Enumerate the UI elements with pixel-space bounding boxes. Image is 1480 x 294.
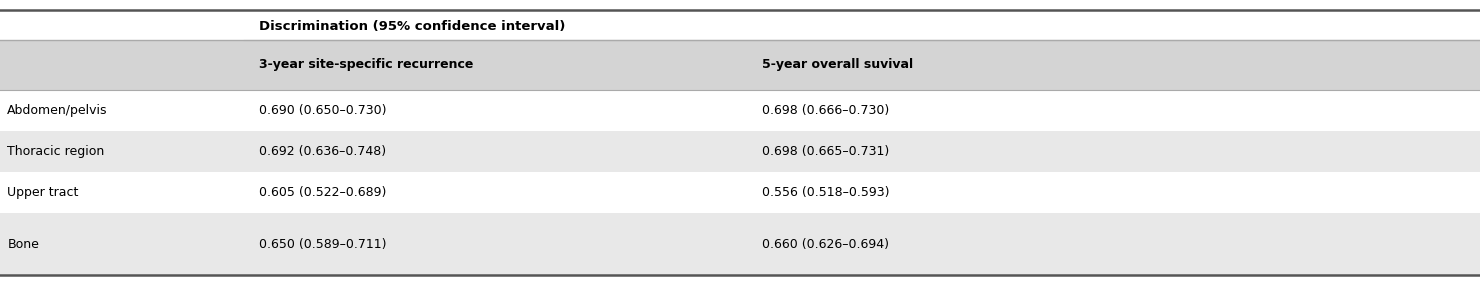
Text: 0.650 (0.589–0.711): 0.650 (0.589–0.711) bbox=[259, 238, 386, 250]
Text: Abdomen/pelvis: Abdomen/pelvis bbox=[7, 104, 108, 117]
Text: 0.605 (0.522–0.689): 0.605 (0.522–0.689) bbox=[259, 186, 386, 199]
Text: Upper tract: Upper tract bbox=[7, 186, 78, 199]
Bar bbox=[0, 10, 1480, 40]
Text: Discrimination (95% confidence interval): Discrimination (95% confidence interval) bbox=[259, 20, 565, 33]
Text: Thoracic region: Thoracic region bbox=[7, 145, 105, 158]
Bar bbox=[0, 90, 1480, 131]
Text: 0.660 (0.626–0.694): 0.660 (0.626–0.694) bbox=[762, 238, 889, 250]
Text: 0.692 (0.636–0.748): 0.692 (0.636–0.748) bbox=[259, 145, 386, 158]
Text: 0.698 (0.665–0.731): 0.698 (0.665–0.731) bbox=[762, 145, 889, 158]
Text: 0.690 (0.650–0.730): 0.690 (0.650–0.730) bbox=[259, 104, 386, 117]
Bar bbox=[0, 213, 1480, 275]
Bar bbox=[0, 172, 1480, 213]
Bar bbox=[0, 131, 1480, 172]
Bar bbox=[0, 40, 1480, 90]
Text: Bone: Bone bbox=[7, 238, 40, 250]
Text: 3-year site-specific recurrence: 3-year site-specific recurrence bbox=[259, 58, 474, 71]
Text: 5-year overall suvival: 5-year overall suvival bbox=[762, 58, 913, 71]
Text: 0.698 (0.666–0.730): 0.698 (0.666–0.730) bbox=[762, 104, 889, 117]
Text: 0.556 (0.518–0.593): 0.556 (0.518–0.593) bbox=[762, 186, 889, 199]
